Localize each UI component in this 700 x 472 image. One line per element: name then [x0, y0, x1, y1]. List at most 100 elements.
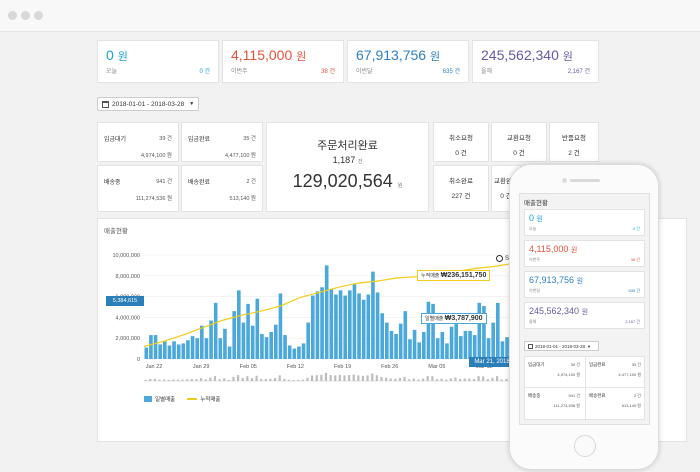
daily-sales-bar — [329, 289, 334, 359]
daily-sales-bar — [260, 334, 264, 359]
daily-sales-bar — [320, 287, 324, 359]
zoom-control[interactable]: Sh — [496, 255, 512, 262]
mobile-summary-unit: 원 — [581, 309, 589, 316]
daily-sales-bar — [380, 313, 384, 359]
daily-sales-bar — [278, 293, 283, 359]
request-card-exchange[interactable]: 교환요청 0 건 — [491, 122, 547, 162]
navigator-bar — [408, 379, 411, 381]
daily-sales-bar — [482, 305, 486, 359]
summary-label: 오늘 — [106, 69, 118, 75]
order-status-card[interactable]: 입금완료 35 건 4,477,100 원 — [181, 122, 263, 162]
caret-down-icon: ▼ — [587, 343, 592, 349]
navigator-bar — [274, 378, 277, 381]
navigator-bar — [380, 377, 383, 381]
window-maximize-dot[interactable] — [34, 11, 43, 20]
navigator-bar — [398, 377, 402, 381]
navigator-bar — [232, 376, 235, 381]
tooltip-daily-label: 일별매출 — [425, 316, 444, 322]
summary-count: 2,167 건 — [567, 69, 590, 75]
home-button[interactable] — [574, 435, 596, 457]
mobile-summary-label: 이번주 — [529, 257, 541, 262]
order-status-amount: 111,274,536 원 — [135, 196, 172, 202]
daily-sales-bar — [149, 335, 153, 359]
daily-sales-bar — [338, 290, 343, 359]
window-minimize-dot[interactable] — [21, 11, 30, 20]
mobile-summary-value: 67,913,756 — [529, 275, 575, 285]
order-status-label: 배송완료 — [188, 180, 211, 186]
daily-sales-bar — [311, 295, 315, 359]
daily-sales-bar — [172, 341, 176, 359]
legend-cumulative[interactable]: 누적매출 — [187, 395, 221, 403]
daily-sales-bar — [408, 339, 412, 359]
mobile-order-count: 35 건 — [631, 362, 641, 367]
navigator-bar — [195, 379, 198, 381]
request-card-return[interactable]: 반품요청 2 건 — [549, 122, 599, 162]
daily-sales-bar — [292, 348, 297, 359]
daily-sales-bar — [195, 338, 199, 359]
daily-sales-bar — [389, 330, 394, 359]
summary-card-month: 67,913,756 원 이번달 635 건 — [347, 40, 469, 83]
summary-value: 67,913,756 — [356, 47, 427, 63]
navigator-bar — [482, 376, 485, 381]
navigator-bar — [264, 379, 267, 381]
speaker-grille — [570, 179, 600, 182]
mobile-order-count: 941 건 — [568, 393, 580, 398]
mobile-order-amount: 4,477,100 원 — [618, 372, 641, 377]
navigator-bar — [324, 372, 328, 381]
mobile-summary-count: 0 건 — [632, 226, 640, 231]
completed-orders-card[interactable]: 주문처리완료 1,187 건 129,020,564 원 — [266, 122, 429, 212]
navigator-bar — [176, 379, 180, 381]
y-tick-label: 4,000,000 — [116, 315, 140, 321]
mobile-title: 매출현황 — [524, 200, 548, 207]
navigator-bar — [209, 377, 212, 381]
mobile-date-range-text: 2018-01-01 - 2018-03-28 — [535, 343, 586, 349]
legend-daily-label: 일별매출 — [155, 397, 176, 403]
navigator-bar — [223, 378, 226, 381]
x-tick-label: Feb 05 — [240, 364, 257, 370]
request-card-cancel[interactable]: 취소요청 0 건 — [433, 122, 489, 162]
navigator-bar — [459, 379, 462, 381]
request-label: 취소요청 — [449, 135, 473, 142]
request-label: 교환요청 — [507, 135, 531, 142]
order-status-card[interactable]: 배송중 941 건 111,274,536 원 — [97, 165, 179, 212]
daily-sales-bar — [246, 303, 250, 359]
daily-sales-bar — [468, 330, 472, 359]
y-tick-label: 0 — [137, 357, 140, 363]
order-status-label: 입금완료 — [188, 137, 211, 143]
summary-label: 올해 — [481, 69, 493, 75]
y-tick-label: 10,000,000 — [112, 253, 140, 259]
order-status-card[interactable]: 배송완료 2 건 513,140 원 — [181, 165, 263, 212]
daily-sales-bar — [283, 335, 287, 359]
navigator-bar — [167, 379, 170, 381]
legend-daily[interactable]: 일별매출 — [144, 395, 175, 403]
daily-sales-bar — [477, 302, 482, 359]
order-status-count: 941 건 — [156, 179, 172, 185]
order-status-card[interactable]: 입금대기 39 건 4,974,100 원 — [97, 122, 179, 162]
navigator-bar — [287, 379, 291, 381]
request-value: 2 건 — [568, 150, 580, 157]
daily-sales-bar — [241, 322, 246, 359]
window-close-dot[interactable] — [8, 11, 17, 20]
completed-title: 주문처리완료 — [317, 140, 378, 152]
date-range-button[interactable]: 2018-01-01 - 2018-03-28 ▼ — [97, 97, 199, 111]
daily-sales-bar — [255, 298, 260, 359]
navigator-bar — [477, 376, 480, 381]
mobile-order-label: 입금완료 — [589, 362, 606, 367]
request-card-cancel-done[interactable]: 취소완료 227 건 — [433, 165, 489, 212]
mobile-date-range-button[interactable]: 2018-01-01 - 2018-03-28 ▼ — [524, 341, 599, 351]
order-status-label: 입금대기 — [104, 137, 127, 143]
completed-amount: 129,020,564 — [292, 171, 393, 191]
mobile-order-amount: 111,274,536 원 — [553, 403, 580, 408]
request-value: 0 건 — [513, 150, 525, 157]
navigator-bar — [149, 378, 152, 381]
daily-sales-bar — [264, 337, 269, 359]
navigator-bar — [422, 378, 425, 381]
mobile-order-label: 배송중 — [528, 393, 541, 398]
navigator-bar — [343, 375, 346, 381]
navigator-bar — [472, 378, 476, 381]
mobile-summary-label: 올해 — [529, 319, 537, 324]
daily-sales-bar — [435, 338, 440, 359]
navigator-bar — [186, 379, 189, 381]
mobile-summary-unit: 원 — [570, 247, 578, 254]
summary-card-today: 0 원 오늘 0 건 — [97, 40, 219, 83]
